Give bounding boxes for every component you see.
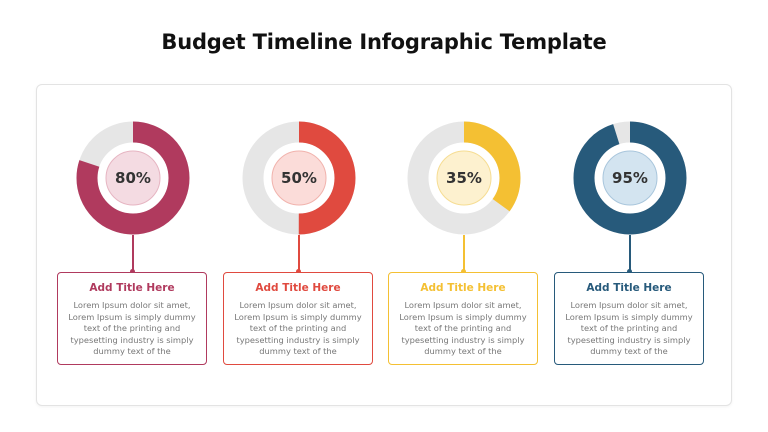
percent-label: 50%	[281, 169, 317, 187]
card-body: Lorem Ipsum dolor sit amet, Lorem Ipsum …	[234, 300, 362, 357]
donut-center	[271, 150, 327, 206]
connector-dot	[461, 269, 466, 274]
info-card-2: Add Title Here Lorem Ipsum dolor sit ame…	[223, 272, 373, 365]
donut-chart-2: 50%	[242, 121, 356, 235]
percent-label: 35%	[446, 169, 482, 187]
percent-label: 95%	[612, 169, 648, 187]
timeline-item-1: 80% Add Title Here Lorem Ipsum dolor sit…	[57, 85, 209, 405]
info-card-4: Add Title Here Lorem Ipsum dolor sit ame…	[554, 272, 704, 365]
info-card-1: Add Title Here Lorem Ipsum dolor sit ame…	[57, 272, 207, 365]
donut-chart-4: 95%	[573, 121, 687, 235]
card-body: Lorem Ipsum dolor sit amet, Lorem Ipsum …	[399, 300, 527, 357]
donut-progress-arc	[76, 121, 190, 235]
connector-line	[463, 235, 465, 271]
connector-dot	[130, 269, 135, 274]
donut-chart-1: 80%	[76, 121, 190, 235]
connector-line	[629, 235, 631, 271]
connector-line	[298, 235, 300, 271]
timeline-item-4: 95% Add Title Here Lorem Ipsum dolor sit…	[554, 85, 706, 405]
percent-label: 80%	[115, 169, 151, 187]
info-card-3: Add Title Here Lorem Ipsum dolor sit ame…	[388, 272, 538, 365]
timeline-item-2: 50% Add Title Here Lorem Ipsum dolor sit…	[223, 85, 375, 405]
donut-center	[105, 150, 161, 206]
connector-dot	[627, 269, 632, 274]
connector-line	[132, 235, 134, 271]
timeline-item-3: 35% Add Title Here Lorem Ipsum dolor sit…	[388, 85, 540, 405]
card-body: Lorem Ipsum dolor sit amet, Lorem Ipsum …	[565, 300, 693, 357]
donut-chart-3: 35%	[407, 121, 521, 235]
page-title: Budget Timeline Infographic Template	[161, 30, 607, 54]
card-title: Add Title Here	[255, 282, 341, 294]
donut-progress-arc	[242, 121, 356, 235]
card-title: Add Title Here	[420, 282, 506, 294]
donut-progress-arc	[407, 121, 521, 235]
infographic-panel: 80% Add Title Here Lorem Ipsum dolor sit…	[36, 84, 732, 406]
donut-progress-arc	[573, 121, 687, 235]
connector-dot	[296, 269, 301, 274]
card-title: Add Title Here	[89, 282, 175, 294]
donut-center	[436, 150, 492, 206]
donut-center	[602, 150, 658, 206]
card-body: Lorem Ipsum dolor sit amet, Lorem Ipsum …	[68, 300, 196, 357]
card-title: Add Title Here	[586, 282, 672, 294]
